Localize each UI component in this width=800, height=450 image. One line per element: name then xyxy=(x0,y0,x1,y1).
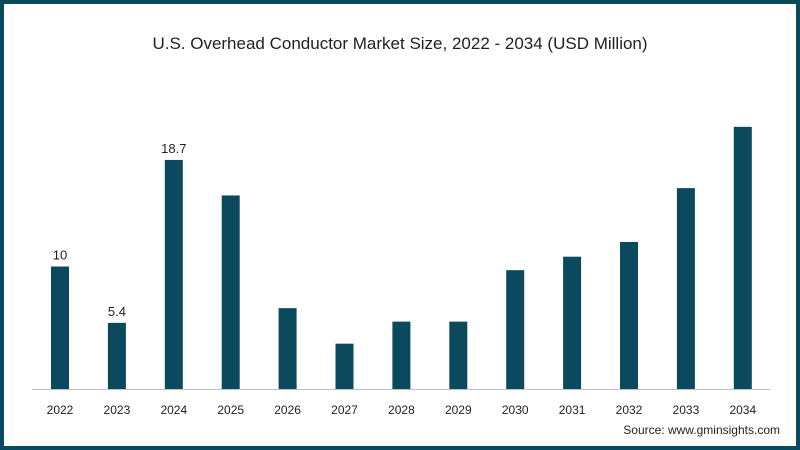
x-tick-label-2029: 2029 xyxy=(445,403,472,417)
data-label-2022: 10 xyxy=(53,248,67,263)
bar-2028 xyxy=(392,321,411,389)
x-tick-label-2030: 2030 xyxy=(502,403,529,417)
chart-title: U.S. Overhead Conductor Market Size, 202… xyxy=(152,34,648,53)
x-tick-label-2025: 2025 xyxy=(217,403,244,417)
bar-2029 xyxy=(449,321,468,389)
data-labels-group: 10 5.4 18.7 xyxy=(53,141,187,319)
bar-2022 xyxy=(51,266,69,389)
bar-2026 xyxy=(278,308,297,389)
x-tick-label-2028: 2028 xyxy=(388,403,415,417)
x-tick-label-2024: 2024 xyxy=(160,403,187,417)
x-tick-label-2027: 2027 xyxy=(331,403,358,417)
bar-2025 xyxy=(221,195,240,389)
bar-2027 xyxy=(335,343,354,389)
x-tick-label-2023: 2023 xyxy=(104,403,131,417)
bar-2024 xyxy=(164,159,183,389)
x-tick-label-2031: 2031 xyxy=(559,403,586,417)
bar-2033 xyxy=(676,188,695,389)
x-tick-label-2034: 2034 xyxy=(729,403,756,417)
data-label-2024: 18.7 xyxy=(161,141,186,156)
x-tick-label-2026: 2026 xyxy=(274,403,301,417)
x-tick-label-2033: 2033 xyxy=(673,403,700,417)
bar-2030 xyxy=(506,270,525,389)
x-tick-labels-group: 2022 2023 2024 2025 2026 2027 2028 2029 2030 2031… xyxy=(47,403,757,417)
bar-2023 xyxy=(107,322,126,389)
bar-2034 xyxy=(733,126,752,389)
x-tick-label-2022: 2022 xyxy=(47,403,74,417)
data-label-2023: 5.4 xyxy=(108,304,126,319)
bars-group xyxy=(51,126,752,389)
x-tick-label-2032: 2032 xyxy=(616,403,643,417)
bar-2031 xyxy=(563,256,582,389)
source-note: Source: www.gminsights.com xyxy=(623,423,780,437)
bar-2032 xyxy=(620,242,638,389)
